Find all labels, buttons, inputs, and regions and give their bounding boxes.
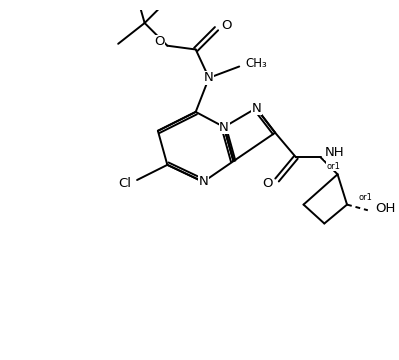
Text: O: O xyxy=(262,177,273,190)
Text: or1: or1 xyxy=(327,162,341,171)
Text: CH₃: CH₃ xyxy=(245,57,267,70)
Text: O: O xyxy=(154,35,164,48)
Text: O: O xyxy=(221,19,231,32)
Text: OH: OH xyxy=(375,202,396,215)
Text: or1: or1 xyxy=(358,193,372,202)
Text: N: N xyxy=(219,121,229,134)
Text: Cl: Cl xyxy=(119,176,131,189)
Text: N: N xyxy=(204,71,214,84)
Text: NH: NH xyxy=(324,146,344,159)
Text: N: N xyxy=(198,175,208,188)
Text: N: N xyxy=(251,102,261,114)
